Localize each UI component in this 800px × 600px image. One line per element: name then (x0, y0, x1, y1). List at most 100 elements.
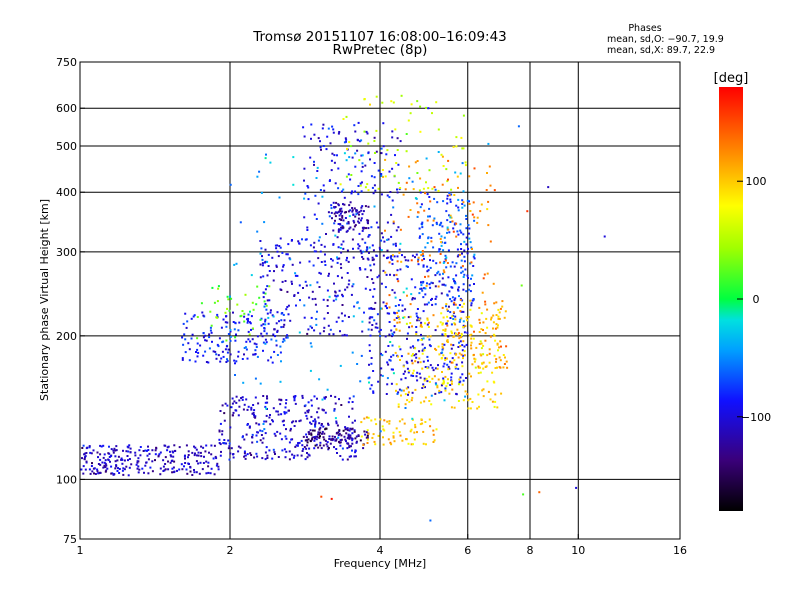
echo-point-435 (251, 412, 254, 415)
echo-point-1753 (452, 278, 455, 280)
echo-point-100 (126, 455, 129, 457)
echo-point-1982 (418, 318, 421, 321)
echo-point-1021 (312, 264, 315, 267)
echo-point-360 (291, 421, 293, 424)
echo-point-346 (253, 414, 255, 416)
echo-point-1547 (390, 355, 393, 358)
echo-point-1822 (456, 248, 459, 251)
echo-point-1855 (392, 436, 395, 439)
echo-point-780 (262, 341, 265, 344)
echo-point-736 (285, 336, 288, 339)
echo-point-2295 (409, 303, 412, 306)
echo-point-1617 (444, 387, 447, 390)
echo-point-83 (191, 451, 194, 454)
echo-point-476 (218, 438, 221, 441)
echo-point-2300 (392, 220, 395, 223)
echo-point-1400 (462, 354, 465, 357)
echo-point-1101 (337, 167, 340, 170)
echo-point-1343 (334, 219, 336, 222)
echo-point-1182 (370, 175, 373, 178)
echo-point-187 (159, 473, 162, 476)
echo-point-2242 (369, 103, 371, 106)
echo-point-1553 (449, 317, 452, 319)
echo-point-1250 (361, 165, 364, 168)
echo-point-213 (121, 462, 124, 465)
echo-point-2318 (417, 256, 420, 259)
echo-point-67 (121, 469, 124, 472)
echo-point-1838 (383, 429, 386, 432)
echo-point-246 (96, 468, 99, 471)
echo-point-25 (144, 449, 147, 452)
echo-point-1975 (397, 403, 400, 406)
echo-point-987 (260, 247, 263, 250)
echo-point-529 (310, 399, 313, 402)
echo-point-2289 (441, 183, 444, 186)
echo-point-344 (341, 447, 344, 450)
y-tick-label-7: 750 (56, 56, 77, 69)
echo-point-1665 (438, 273, 441, 276)
echo-point-1913 (441, 371, 443, 373)
echo-point-1148 (392, 243, 395, 246)
echo-point-525 (339, 444, 342, 447)
echo-point-1829 (431, 303, 434, 306)
echo-point-2488 (443, 399, 446, 402)
y-axis-label: Stationary phase Virtual Height [km] (38, 199, 51, 401)
echo-point-882 (281, 269, 284, 272)
echo-point-2496 (280, 360, 282, 363)
echo-point-1693 (424, 246, 427, 249)
echo-point-1622 (434, 392, 437, 395)
echo-point-200 (195, 471, 198, 474)
echo-point-1100 (375, 221, 378, 224)
echo-point-2166 (497, 317, 500, 320)
echo-point-451 (246, 408, 249, 411)
echo-point-1092 (344, 314, 346, 317)
echo-point-2150 (454, 366, 457, 369)
echo-point-1380 (434, 367, 437, 370)
echo-point-1434 (371, 256, 374, 259)
echo-point-1550 (420, 287, 423, 290)
echo-point-1217 (394, 154, 396, 157)
echo-point-1066 (264, 260, 267, 263)
echo-point-57 (194, 452, 196, 455)
echo-point-1175 (385, 153, 388, 156)
echo-point-1756 (450, 300, 453, 303)
echo-point-2182 (489, 335, 492, 338)
echo-point-750 (222, 355, 225, 358)
echo-point-428 (345, 440, 347, 443)
echo-point-1841 (409, 430, 412, 433)
echo-point-215 (167, 445, 170, 448)
echo-point-2285 (440, 241, 443, 244)
echo-point-1152 (354, 190, 357, 193)
echo-point-2236 (422, 187, 425, 190)
echo-point-216 (107, 458, 110, 461)
phase-summary-o-mode: mean, sd,O: −90.7, 19.9 (607, 34, 724, 45)
echo-point-1828 (460, 271, 463, 274)
echo-point-2026 (399, 359, 401, 361)
echo-point-1147 (303, 216, 306, 219)
echo-point-2198 (495, 358, 498, 361)
echo-point-1562 (431, 366, 434, 369)
echo-point-113 (89, 472, 92, 475)
echo-point-2546 (547, 186, 550, 189)
echo-point-2346 (399, 228, 402, 231)
echo-point-989 (317, 257, 320, 260)
echo-point-2087 (406, 399, 409, 402)
echo-point-1713 (443, 236, 446, 239)
echo-point-2168 (452, 335, 455, 338)
echo-point-96 (193, 469, 195, 471)
echo-point-49 (128, 458, 131, 460)
echo-point-2297 (402, 193, 405, 196)
echo-point-910 (360, 252, 363, 255)
echo-point-1478 (392, 334, 394, 337)
echo-point-257 (215, 464, 218, 467)
echo-point-2385 (421, 253, 424, 255)
echo-point-1149 (357, 121, 360, 124)
echo-point-586 (317, 433, 319, 436)
echo-point-243 (159, 451, 162, 454)
echo-point-2450 (343, 152, 346, 155)
echo-point-2445 (242, 381, 245, 384)
echo-point-981 (365, 249, 368, 252)
echo-point-1268 (350, 192, 353, 195)
echo-point-2513 (266, 260, 269, 263)
echo-point-1701 (453, 223, 456, 226)
